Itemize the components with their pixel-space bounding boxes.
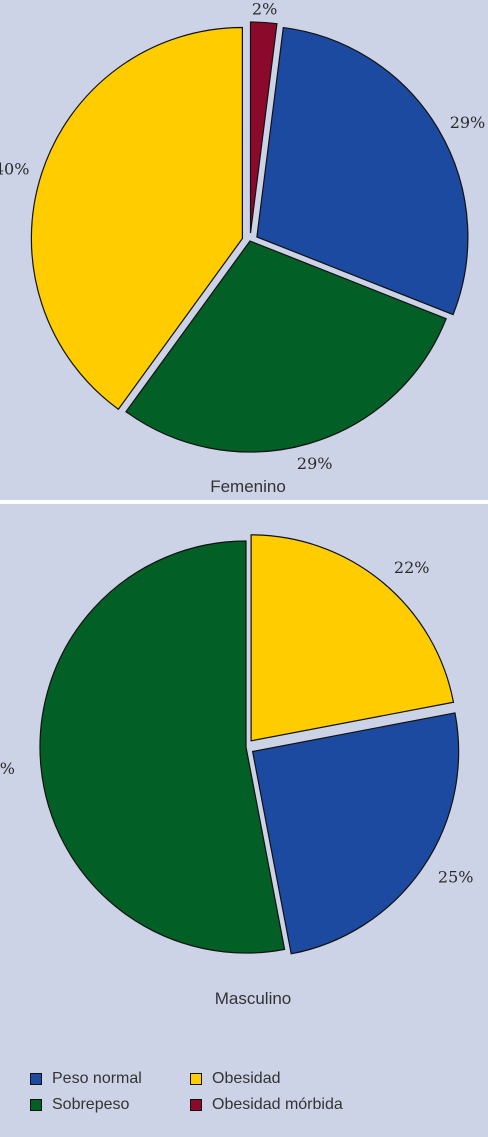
pie-slice-peso-normal [256,26,469,316]
data-label: 2% [252,0,277,19]
pie-slice-peso-normal [251,712,460,955]
pie-slice-obesidad-mórbida [249,21,278,234]
legend-swatch [30,1099,42,1111]
chart-title-femenino: Femenino [210,477,286,496]
legend-item: Peso normal [30,1070,190,1088]
chart-title-masculino: Masculino [215,989,292,1008]
legend-label: Obesidad [212,1070,281,1087]
pie-chart-masculino: 22% 25% 53% [0,534,474,955]
data-label: 29% [450,113,486,132]
data-label: 25% [438,867,474,886]
legend-label: Peso normal [52,1070,142,1087]
pie-charts: 2% 29% 29% 40% Femenino 22% 25% 53% Masculino [0,0,485,1008]
legend-item: Sobrepeso [30,1096,190,1114]
legend-label: Obesidad mórbida [212,1096,343,1113]
legend-label: Sobrepeso [52,1096,130,1113]
pie-slice-sobrepeso [39,540,286,954]
legend-swatch [190,1099,202,1111]
data-label: 29% [297,454,333,473]
data-label: 40% [0,159,29,178]
pie-slice-sobrepeso [125,240,447,453]
pie-chart-femenino: 2% 29% 29% 40% [0,0,485,473]
legend: Peso normal Obesidad Sobrepeso Obesidad … [30,1070,480,1114]
pie-slice-obesidad [30,26,243,411]
chart-divider [0,500,488,504]
pie-slice-obesidad [250,534,455,742]
legend-swatch [30,1073,42,1085]
data-label: 53% [0,759,15,778]
legend-item: Obesidad [190,1070,420,1088]
legend-item: Obesidad mórbida [190,1096,420,1114]
data-label: 22% [394,558,430,577]
legend-swatch [190,1073,202,1085]
